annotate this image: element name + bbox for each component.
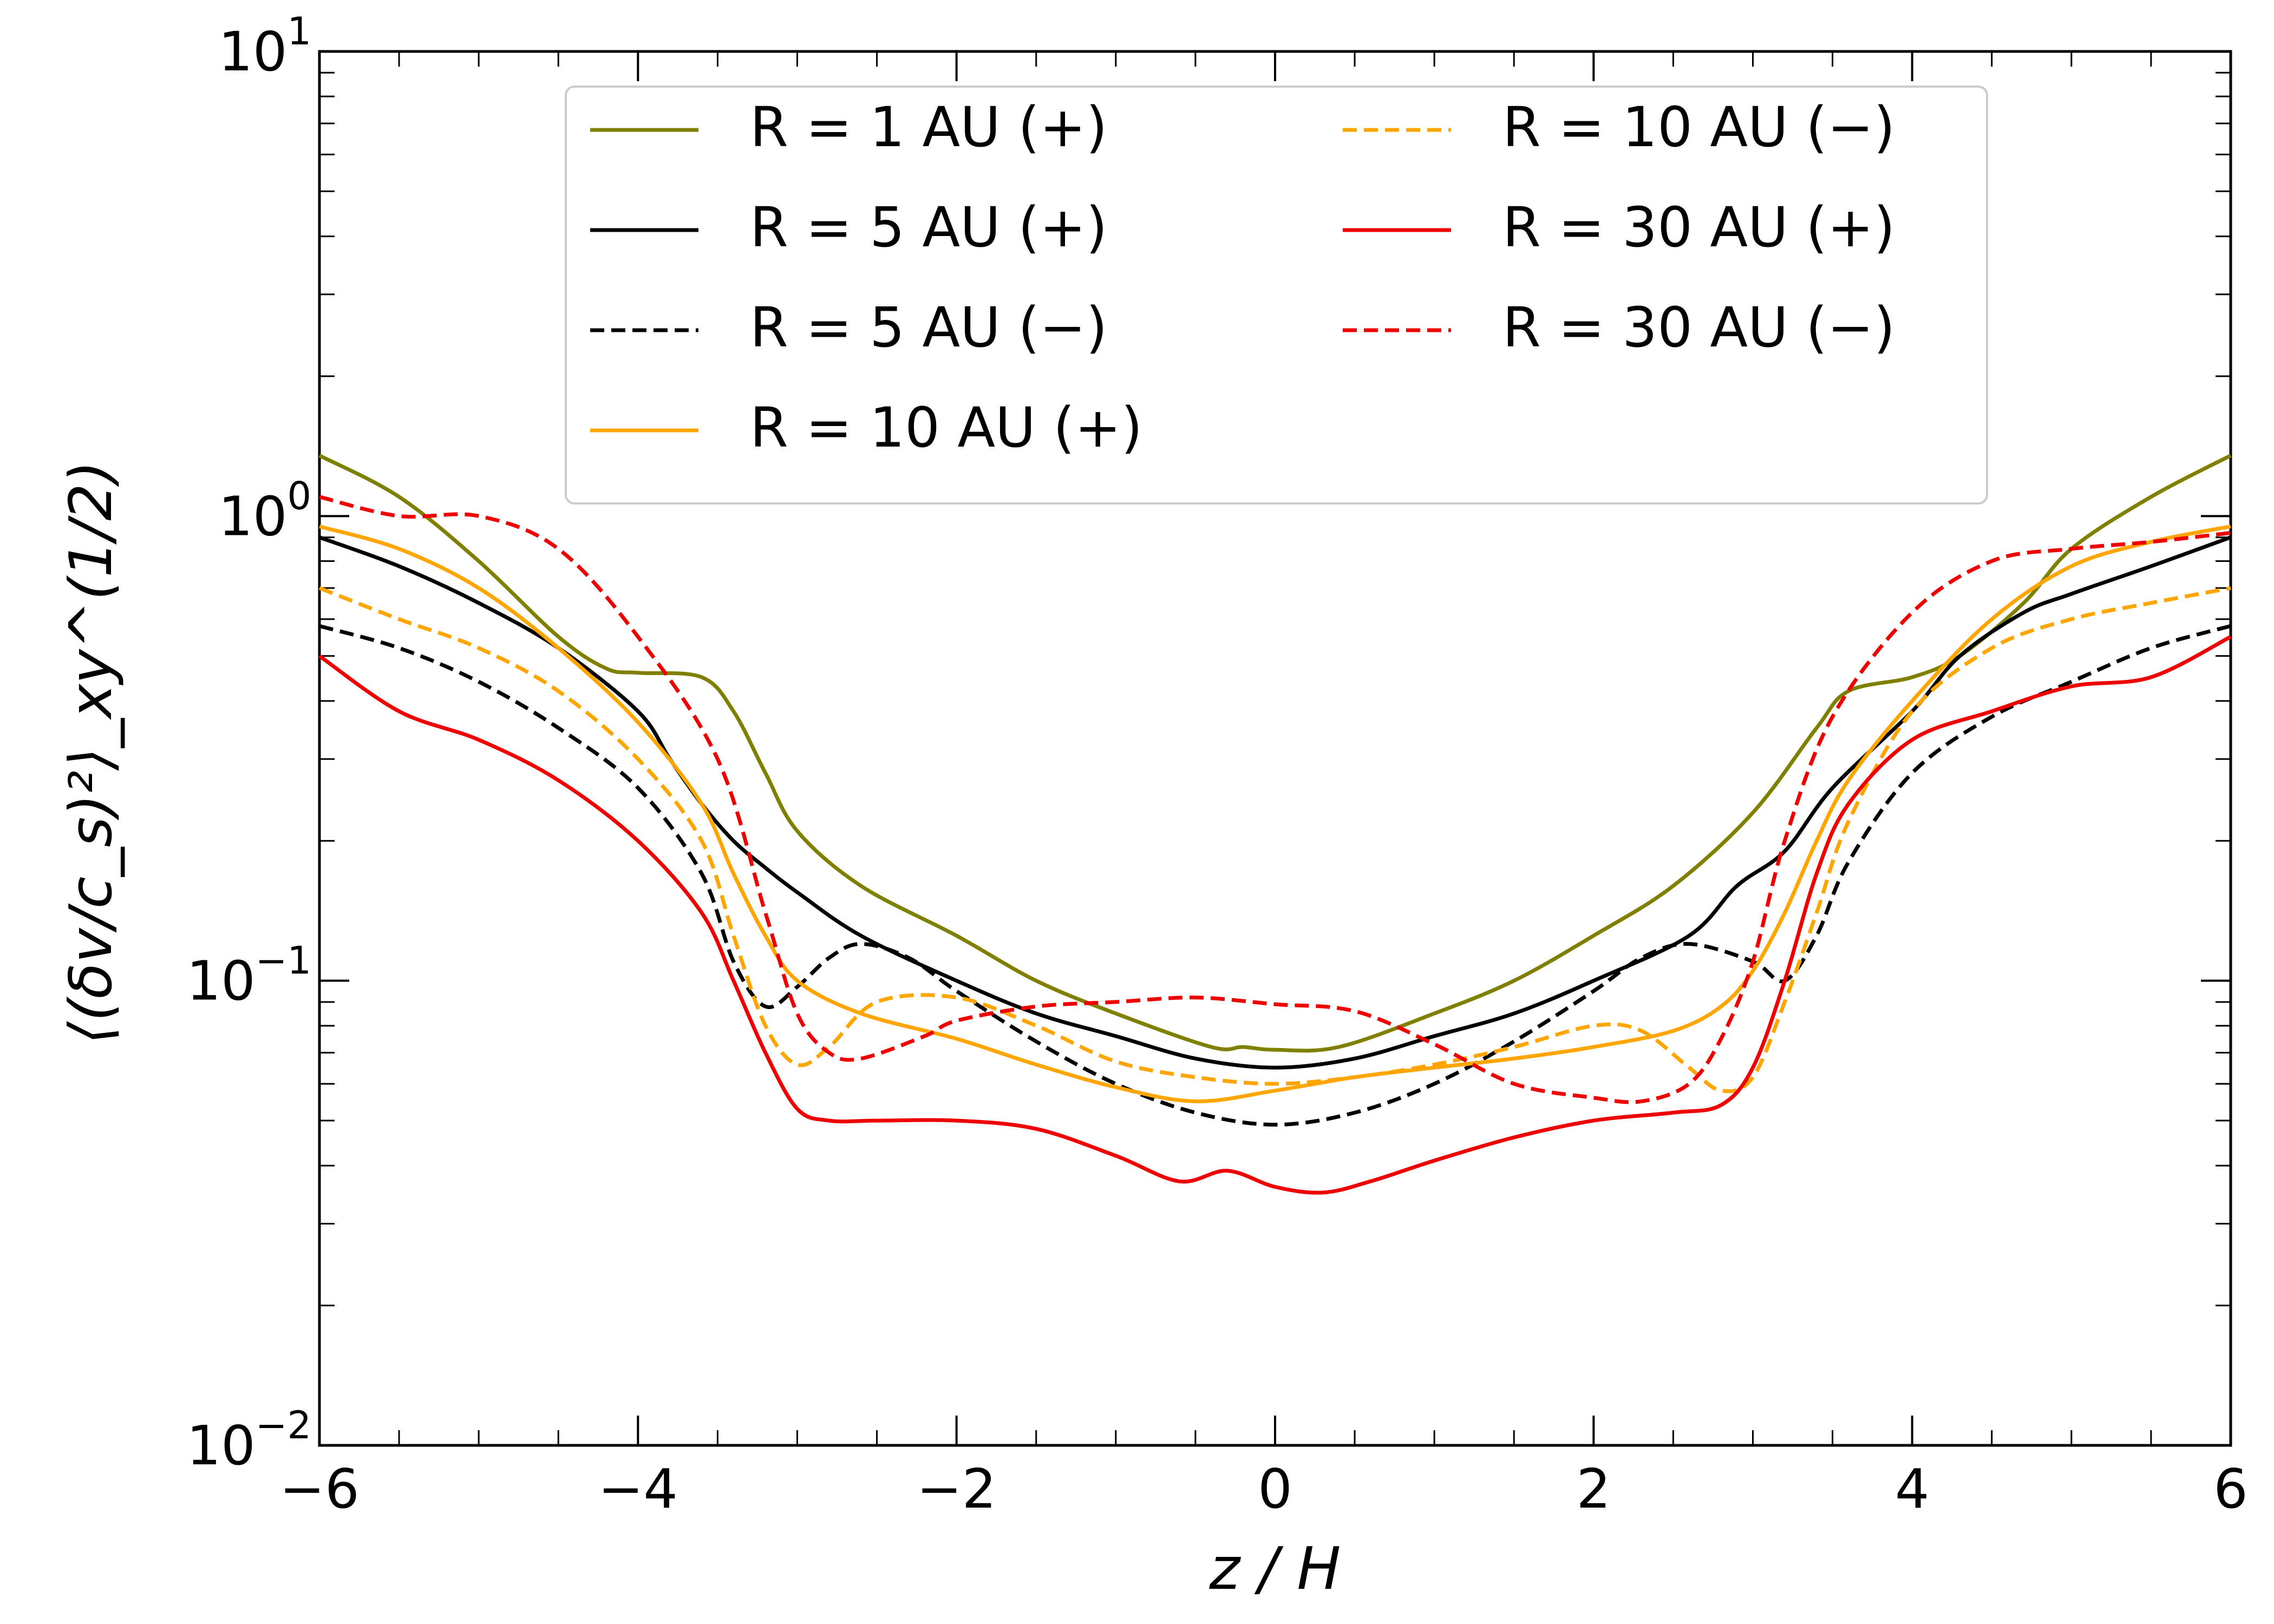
x-tick-labels: −6 −4 −2 0 2 4 6 (279, 1457, 2248, 1521)
x-tick-label: −2 (917, 1457, 996, 1521)
x-tick-label: 0 (1258, 1457, 1292, 1521)
series-line-1 (318, 454, 2232, 1053)
x-axis-label: z / H (1209, 1535, 1341, 1603)
legend-label-4: R = 10 AU (+) (750, 396, 1142, 460)
y-tick-label: 10−1 (187, 939, 311, 1013)
legend-label-6: R = 30 AU (+) (1502, 195, 1895, 260)
legend-box (565, 86, 1988, 505)
series-line-4 (319, 525, 2231, 1104)
series-line-5 (318, 586, 2231, 1093)
series-line-6 (318, 635, 2232, 1195)
axis-ticks (318, 50, 2232, 1446)
y-tick-label: 100 (218, 474, 311, 548)
series-lines (318, 454, 2232, 1195)
y-tick-label: 101 (218, 9, 311, 83)
y-tick-labels: 10−2 10−1 100 101 (187, 9, 311, 1477)
legend-label-3: R = 5 AU (−) (750, 296, 1107, 360)
legend: R = 1 AU (+) R = 5 AU (+) R = 5 AU (−) R = … (565, 86, 1988, 505)
y-axis-label: ⟨(δv/c_s)²⟩_xy^(1/2) (57, 461, 125, 1044)
legend-label-7: R = 30 AU (−) (1502, 296, 1895, 360)
legend-label-1: R = 1 AU (+) (750, 95, 1107, 160)
series-line-2 (318, 535, 2232, 1070)
x-tick-label: 6 (2213, 1457, 2248, 1521)
series-line-3 (319, 624, 2231, 1127)
x-tick-label: −6 (279, 1457, 359, 1521)
x-tick-label: 2 (1577, 1457, 1611, 1521)
y-tick-label: 10−2 (187, 1403, 311, 1477)
legend-label-2: R = 5 AU (+) (750, 195, 1107, 260)
series-line-7 (319, 495, 2231, 1104)
legend-label-5: R = 10 AU (−) (1502, 95, 1895, 160)
x-tick-label: −4 (598, 1457, 678, 1521)
x-tick-label: 4 (1895, 1457, 1930, 1521)
